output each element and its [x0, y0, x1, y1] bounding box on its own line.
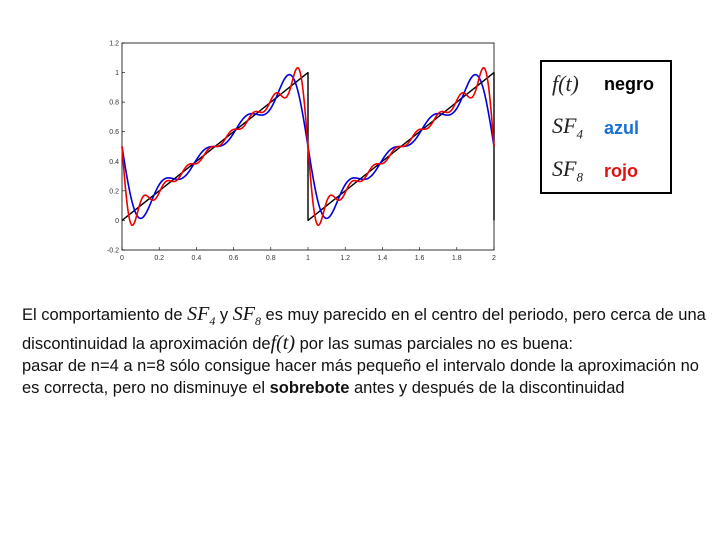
- x-tick-label: 0: [120, 255, 124, 262]
- legend-row-sf8: SF8 rojo: [552, 154, 638, 188]
- legend-row-sf4: SF4 azul: [552, 111, 639, 145]
- math-sf8-base: SF: [232, 303, 255, 325]
- y-tick-label: 0: [115, 218, 119, 225]
- legend-label-azul: azul: [604, 117, 640, 138]
- explanation-text: El comportamiento de SF4 y SF8 es muy pa…: [22, 303, 712, 399]
- fourier-chart: 0 0.2 0.4 0.6 0.8 1 1.2 1.4 1.6 1.8 2-0.200.20.40.…: [107, 41, 496, 263]
- legend-label-negro: negro: [604, 73, 655, 94]
- series-lines: [121, 66, 495, 227]
- x-tick-label: 1.6: [415, 255, 425, 262]
- math-sf4-base: SF: [187, 303, 210, 325]
- x-tick-label: 1.2: [340, 255, 350, 262]
- y-tick-label: 0.4: [109, 159, 119, 166]
- legend-row-f: f(t) negro: [552, 67, 654, 101]
- y-tick-label: 0.2: [109, 188, 119, 195]
- legend-symbol-f: f(t): [552, 71, 579, 96]
- text-part-5: pasar de n=4 a n=8 sólo consigue hacer m…: [22, 357, 699, 397]
- text-part-1: El comportamiento de: [22, 306, 183, 324]
- legend-symbol-sf4: SF4: [552, 113, 604, 142]
- legend-symbol-sf4-base: SF: [552, 113, 577, 139]
- x-tick-label: 0.4: [192, 255, 202, 262]
- x-tick-label: 0.8: [266, 255, 276, 262]
- math-sf4-sub: 4: [209, 314, 216, 328]
- legend: f(t) negro SF4 azul SF8 rojo: [540, 60, 672, 194]
- math-f: f(t): [270, 332, 296, 354]
- legend-symbol-sf8-base: SF: [552, 156, 577, 182]
- legend-symbol-sf4-sub: 4: [576, 126, 583, 142]
- x-tick-label: 1.4: [378, 255, 388, 262]
- x-tick-label: 0.6: [229, 255, 239, 262]
- math-sf4: SF4: [187, 303, 216, 328]
- y-tick-label: -0.2: [107, 248, 119, 255]
- y-tick-label: 1.2: [109, 41, 119, 48]
- y-tick-label: 1: [115, 70, 119, 77]
- text-part-2: y: [215, 306, 233, 324]
- x-tick-label: 2: [492, 255, 496, 262]
- math-sf8: SF8: [232, 303, 261, 328]
- text-part-3: es muy parecido en el centro del periodo…: [22, 306, 706, 353]
- legend-symbol-sf8-sub: 8: [576, 169, 583, 185]
- text-part-4: por las sumas parciales no es buena:: [295, 335, 573, 353]
- text-part-7: antes y después de la discontinuidad: [349, 379, 625, 397]
- y-tick-label: 0.8: [109, 100, 119, 107]
- x-tick-label: 1: [306, 255, 310, 262]
- x-tick-label: 1.8: [452, 255, 462, 262]
- series-sf8-line: [121, 66, 495, 227]
- legend-symbol-sf8: SF8: [552, 156, 604, 185]
- axis-ticks: 0 0.2 0.4 0.6 0.8 1 1.2 1.4 1.6 1.8 2-0.200.20.40.…: [107, 41, 496, 263]
- legend-label-rojo: rojo: [604, 160, 638, 181]
- y-tick-label: 0.6: [109, 129, 119, 136]
- x-tick-label: 0.2: [154, 255, 164, 262]
- text-sobrebote: sobrebote: [269, 379, 350, 397]
- math-sf8-sub: 8: [254, 314, 261, 328]
